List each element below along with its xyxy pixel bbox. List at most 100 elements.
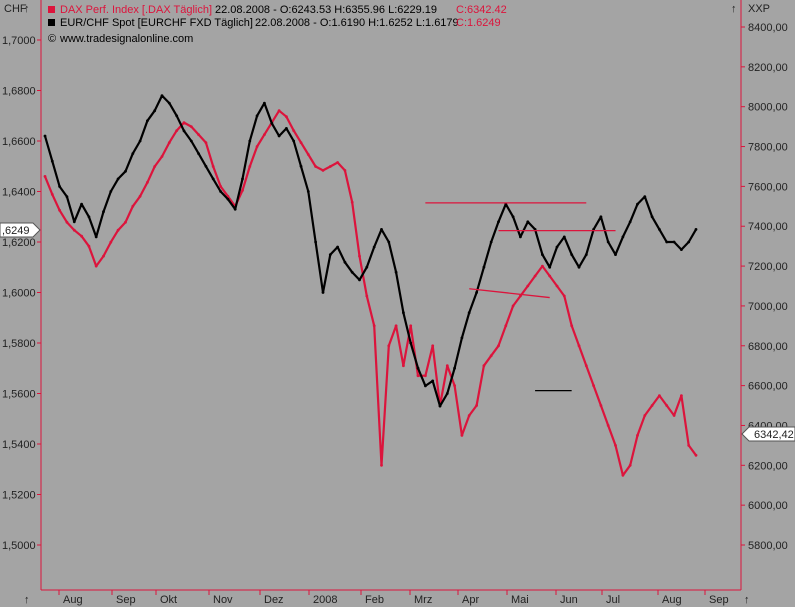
data-point xyxy=(650,215,654,219)
data-point xyxy=(189,125,193,128)
data-point xyxy=(599,215,603,219)
left-tick-label: 1,5800 xyxy=(2,338,36,350)
bottom-left-arrow-icon[interactable]: ↑ xyxy=(24,594,30,606)
data-point xyxy=(365,294,369,298)
data-point xyxy=(102,210,105,214)
right-tick-label: 7400,00 xyxy=(748,221,788,233)
data-point xyxy=(116,228,120,232)
data-point xyxy=(102,254,105,258)
data-point xyxy=(687,240,691,244)
data-point xyxy=(628,463,632,467)
data-point xyxy=(314,240,317,244)
data-point xyxy=(519,294,522,298)
x-tick-label: Sep xyxy=(709,594,729,606)
data-point xyxy=(409,341,413,345)
data-point xyxy=(658,228,661,231)
data-point xyxy=(160,155,164,158)
data-point xyxy=(424,374,427,378)
data-point xyxy=(358,278,361,282)
data-point xyxy=(211,177,215,181)
data-point xyxy=(65,195,69,199)
data-point xyxy=(197,152,201,156)
data-point xyxy=(475,404,478,407)
data-point xyxy=(358,254,361,258)
data-point xyxy=(650,404,654,407)
data-point xyxy=(270,121,274,125)
series-eurchf xyxy=(43,94,698,408)
data-point xyxy=(643,414,647,417)
data-point xyxy=(277,134,281,138)
right-tick-label: 5800,00 xyxy=(748,540,788,552)
data-point xyxy=(50,159,54,163)
right-axis-ticks: 5800,006000,006200,006400,006600,006800,… xyxy=(741,22,788,552)
series-line xyxy=(43,109,697,477)
data-point xyxy=(189,139,193,143)
data-point xyxy=(438,404,442,408)
data-point xyxy=(621,235,625,239)
data-point xyxy=(482,265,486,269)
data-point xyxy=(519,235,522,239)
data-point xyxy=(672,414,676,417)
data-point xyxy=(533,274,537,278)
data-point xyxy=(72,228,76,232)
data-point xyxy=(416,374,420,378)
current-right-marker: 6342,42 xyxy=(741,426,795,442)
data-point xyxy=(87,215,91,219)
current-left-marker: ,6249 xyxy=(0,222,41,238)
data-point xyxy=(548,274,552,278)
data-point xyxy=(146,181,149,184)
data-point xyxy=(292,139,296,143)
data-point xyxy=(350,270,354,274)
data-point xyxy=(197,133,201,137)
data-point xyxy=(599,404,603,407)
data-point xyxy=(263,101,266,105)
data-point xyxy=(116,177,120,181)
right-axis-title: XXP xyxy=(748,3,770,15)
data-point xyxy=(299,164,303,168)
data-point xyxy=(445,364,449,368)
data-point xyxy=(138,194,142,198)
bottom-right-arrow-icon[interactable]: ↑ xyxy=(744,594,750,606)
x-axis-ticks: Aug Sep Okt Nov Dez 2008 Feb Mrz Apr Mai Jun Jul Aug… xyxy=(58,590,729,606)
data-point xyxy=(248,139,252,143)
data-point xyxy=(160,94,164,97)
data-point xyxy=(511,215,515,219)
left-axis-arrow-icon[interactable]: ↑ xyxy=(24,3,30,15)
data-point xyxy=(328,165,332,168)
x-tick-label: Dez xyxy=(264,594,284,606)
data-point xyxy=(614,444,617,447)
legend-dax-info: 22.08.2008 - O:6243.53 H:6355.96 L:6229.… xyxy=(215,4,437,16)
data-point xyxy=(680,248,683,252)
data-point xyxy=(365,265,369,269)
data-point xyxy=(138,139,142,143)
data-point xyxy=(336,245,339,249)
data-point xyxy=(204,164,208,168)
data-point xyxy=(109,190,113,193)
data-point xyxy=(614,253,617,256)
data-point xyxy=(570,324,574,328)
left-tick-label: 1,6600 xyxy=(2,136,36,148)
data-point xyxy=(233,207,237,211)
right-tick-label: 6000,00 xyxy=(748,500,788,512)
legend-eurchf-name: EUR/CHF Spot [EURCHF FXD Täglich] xyxy=(60,17,253,29)
data-point xyxy=(182,129,186,133)
right-axis-arrow-icon[interactable]: ↑ xyxy=(731,3,737,15)
current-right-label: 6342,42 xyxy=(754,429,794,441)
data-point xyxy=(72,220,76,224)
data-point xyxy=(665,240,669,244)
right-tick-label: 6600,00 xyxy=(748,381,788,393)
data-point xyxy=(511,304,515,308)
data-point xyxy=(621,473,625,477)
legend-swatch-dax xyxy=(48,6,55,13)
x-tick-label: Sep xyxy=(116,594,136,606)
right-tick-label: 6800,00 xyxy=(748,341,788,353)
right-tick-label: 7000,00 xyxy=(748,301,788,313)
data-point xyxy=(211,165,215,168)
data-point xyxy=(343,169,347,172)
data-point xyxy=(431,344,435,348)
red-support-line[interactable] xyxy=(469,288,550,299)
plot-area xyxy=(43,94,698,477)
legend-eurchf-info: 22.08.2008 - O:1.6190 H:1.6252 L:1.6179 xyxy=(255,17,459,29)
data-point xyxy=(416,366,420,370)
data-point xyxy=(328,253,332,256)
